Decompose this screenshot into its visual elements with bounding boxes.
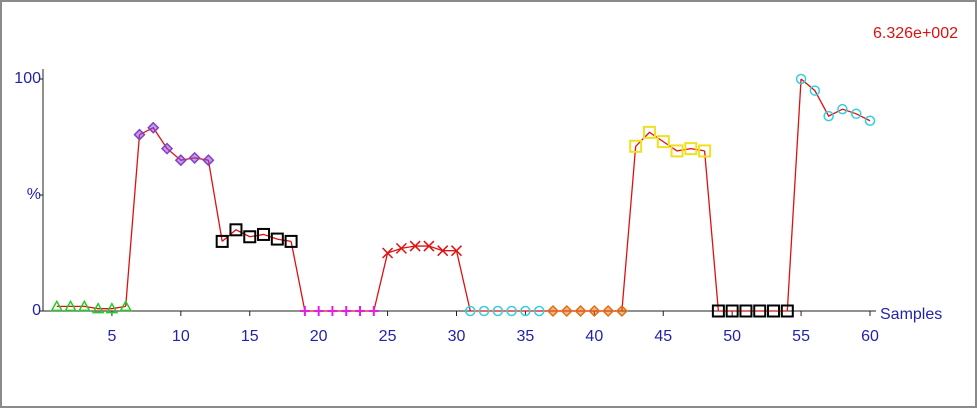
marker <box>574 304 587 318</box>
marker <box>133 128 146 141</box>
marker <box>739 304 753 318</box>
marker <box>257 227 271 241</box>
marker <box>215 234 229 248</box>
x-tick-label: 15 <box>241 328 259 345</box>
marker <box>492 305 504 317</box>
corner-label: 6.326e+002 <box>873 25 958 42</box>
data-line <box>635 131 705 152</box>
marker <box>409 240 421 252</box>
marker <box>809 85 821 96</box>
x-tick-label: 60 <box>861 328 879 345</box>
data-line-connector <box>786 78 802 312</box>
marker <box>50 299 64 312</box>
x-axis-label: Samples <box>880 306 942 323</box>
x-tick-label: 20 <box>310 328 328 345</box>
marker <box>368 306 379 316</box>
marker <box>823 110 834 122</box>
data-line <box>387 245 457 254</box>
marker <box>229 223 243 237</box>
marker <box>506 305 517 317</box>
marker <box>341 306 352 316</box>
marker <box>327 306 338 316</box>
x-tick-label: 25 <box>379 328 397 345</box>
data-line <box>221 229 292 243</box>
marker <box>91 302 105 314</box>
marker <box>588 304 601 318</box>
data-line-connector <box>703 150 720 312</box>
marker <box>395 242 407 254</box>
marker <box>656 135 670 149</box>
data-line-connector <box>207 160 223 242</box>
data-line-connector <box>455 250 471 312</box>
y-tick-label: % <box>27 186 41 203</box>
x-tick-label: 35 <box>517 328 535 345</box>
marker <box>520 305 531 317</box>
marker <box>188 151 201 164</box>
marker <box>670 144 684 158</box>
marker <box>850 108 862 120</box>
data-line-connector <box>621 146 637 312</box>
x-tick-label: 5 <box>107 328 116 345</box>
marker <box>615 304 628 318</box>
marker <box>780 304 794 318</box>
marker <box>313 306 324 316</box>
data-line-connector <box>125 134 141 307</box>
marker <box>725 304 739 318</box>
marker <box>629 139 643 153</box>
marker <box>423 240 435 252</box>
marker <box>202 154 215 167</box>
x-tick-label: 50 <box>723 328 741 345</box>
marker <box>837 103 848 115</box>
marker <box>698 144 712 158</box>
marker <box>546 304 560 318</box>
data-line-connector <box>373 252 389 312</box>
x-tick-label: 55 <box>792 328 810 345</box>
marker <box>160 142 174 155</box>
marker <box>767 304 781 318</box>
marker <box>284 234 298 248</box>
marker <box>299 306 310 316</box>
marker <box>642 125 656 139</box>
marker <box>147 121 160 134</box>
x-tick-label: 45 <box>654 328 672 345</box>
marker <box>864 115 876 127</box>
x-tick-label: 10 <box>172 328 190 345</box>
marker <box>560 304 573 318</box>
data-line <box>800 78 871 122</box>
marker <box>174 154 187 167</box>
marker <box>270 232 284 246</box>
marker <box>437 245 449 257</box>
x-tick-label: 30 <box>448 328 466 345</box>
marker <box>450 245 463 257</box>
marker <box>78 299 91 312</box>
marker <box>533 305 545 317</box>
marker <box>684 142 698 156</box>
x-tick-label: 40 <box>585 328 603 345</box>
marker <box>753 304 767 318</box>
marker <box>711 304 725 318</box>
marker <box>105 302 119 314</box>
marker <box>382 247 394 259</box>
marker <box>243 230 257 244</box>
marker <box>478 305 490 317</box>
marker <box>795 73 807 85</box>
marker <box>355 306 366 316</box>
y-tick-label: 100 <box>14 70 41 87</box>
marker <box>602 304 615 318</box>
y-tick-label: 0 <box>32 302 41 319</box>
marker <box>64 299 77 312</box>
marker <box>119 299 132 312</box>
marker <box>465 305 476 317</box>
data-line-connector <box>290 241 306 312</box>
